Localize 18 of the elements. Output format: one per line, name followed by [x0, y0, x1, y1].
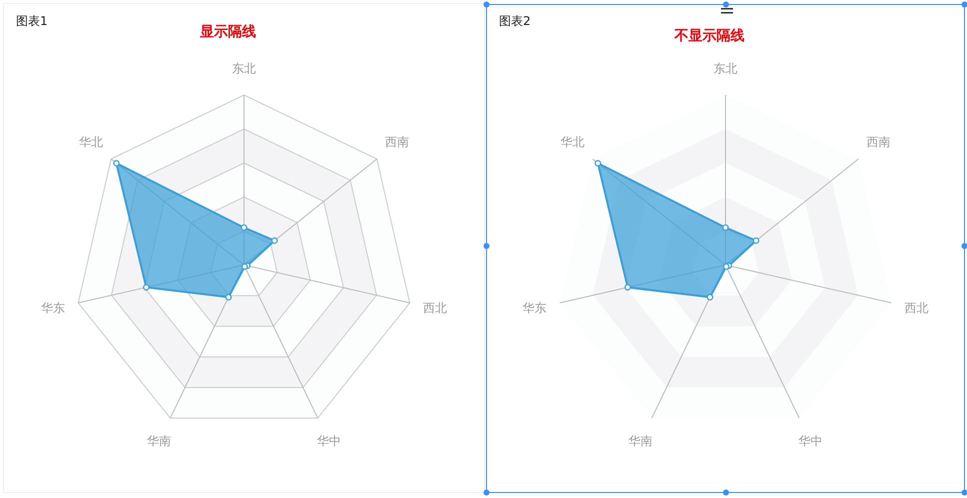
spoke-label: 西南 — [385, 135, 410, 150]
spoke-label: 东北 — [714, 61, 738, 76]
chart-title: 不显示隔线 — [674, 28, 744, 44]
spoke-label: 华南 — [628, 434, 652, 448]
spoke-label: 华北 — [78, 135, 103, 150]
spoke-label: 华东 — [40, 300, 65, 315]
spoke-label: 东北 — [232, 61, 256, 76]
spoke-label: 西北 — [423, 300, 448, 315]
spoke-label: 华中 — [798, 434, 823, 448]
spoke-label: 西南 — [866, 135, 891, 150]
spoke-label: 西北 — [904, 300, 929, 315]
text: 图表1 — [16, 14, 48, 28]
spoke-label: 华北 — [560, 135, 584, 150]
spoke-label: 华南 — [146, 434, 171, 448]
spoke-label: 华中 — [317, 434, 342, 448]
spoke-label: 华东 — [522, 300, 546, 315]
chart-title: 显示隔线 — [199, 24, 256, 40]
text: 图表2 — [499, 14, 531, 28]
